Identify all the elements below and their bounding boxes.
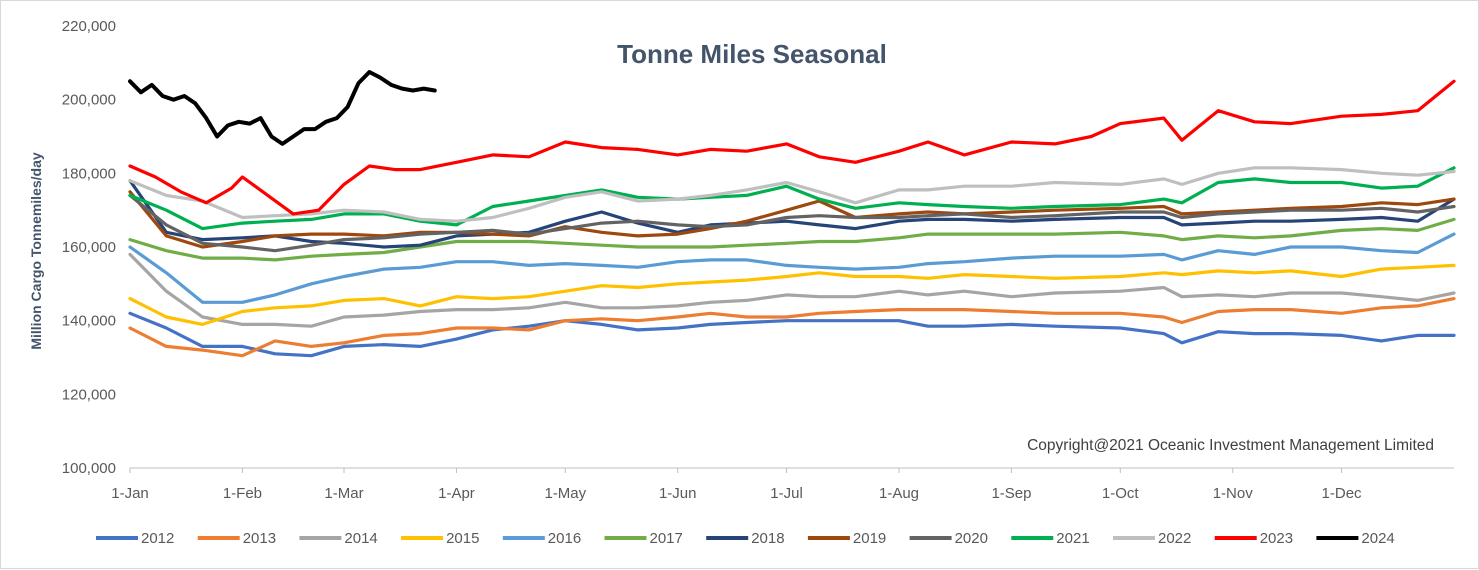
series-line-2024 <box>128 70 437 146</box>
x-tick-label: 1-Apr <box>438 485 475 502</box>
x-tick-label: 1-Nov <box>1213 485 1254 502</box>
x-tick-label: 1-Mar <box>324 485 363 502</box>
x-tick-label: 1-Aug <box>879 485 919 502</box>
legend-label-2013: 2013 <box>243 530 276 547</box>
series-line-2020 <box>128 193 1456 253</box>
series-line-2016 <box>128 232 1456 304</box>
x-tick-label: 1-Jul <box>770 485 803 502</box>
x-tick-label: 1-Jan <box>111 485 149 502</box>
y-tick-label: 220,000 <box>62 18 116 35</box>
x-tick-label: 1-Jun <box>659 485 697 502</box>
legend: 2012 2013 2014 2015 2016 2017 2018 2019 2020 2021… <box>96 530 1395 547</box>
y-tick-label: 200,000 <box>62 92 116 109</box>
copyright-annotation: Copyright@2021 Oceanic Investment Manage… <box>1027 437 1434 454</box>
series-line-2019 <box>128 190 1456 249</box>
legend-label-2019: 2019 <box>853 530 886 547</box>
series-line-2021 <box>128 166 1456 231</box>
legend-label-2022: 2022 <box>1158 530 1191 547</box>
legend-label-2012: 2012 <box>141 530 174 547</box>
x-tick-label: 1-May <box>544 485 586 502</box>
chart-title: Tonne Miles Seasonal <box>617 39 887 69</box>
legend-label-2018: 2018 <box>751 530 784 547</box>
legend-label-2021: 2021 <box>1056 530 1089 547</box>
y-tick-label: 160,000 <box>62 239 116 256</box>
legend-label-2016: 2016 <box>548 530 581 547</box>
legend-label-2014: 2014 <box>344 530 377 547</box>
x-tick-label: 1-Dec <box>1322 485 1363 502</box>
y-tick-label: 100,000 <box>62 460 116 477</box>
legend-label-2020: 2020 <box>955 530 988 547</box>
y-tick-label: 140,000 <box>62 313 116 330</box>
series-line-2017 <box>128 217 1456 262</box>
x-tick-label: 1-Sep <box>991 485 1031 502</box>
y-axis-label: Million Cargo Tonnemiles/day <box>28 152 44 350</box>
series-line-2013 <box>128 297 1456 358</box>
x-tick-label: 1-Oct <box>1102 485 1140 502</box>
series-line-2023 <box>128 79 1456 216</box>
y-tick-label: 120,000 <box>62 386 116 403</box>
axis-layer: 100,000 120,000 140,000 160,000 180,000 200,0… <box>62 18 1454 502</box>
series-line-2015 <box>128 263 1456 326</box>
series-line-2014 <box>128 252 1456 328</box>
legend-label-2017: 2017 <box>650 530 683 547</box>
legend-label-2015: 2015 <box>446 530 479 547</box>
y-tick-label: 180,000 <box>62 165 116 182</box>
series-line-2012 <box>128 311 1456 358</box>
x-tick-label: 1-Feb <box>223 485 262 502</box>
legend-label-2023: 2023 <box>1260 530 1293 547</box>
series-layer <box>128 70 1456 358</box>
series-line-2022 <box>128 166 1456 223</box>
legend-label-2024: 2024 <box>1361 530 1394 547</box>
